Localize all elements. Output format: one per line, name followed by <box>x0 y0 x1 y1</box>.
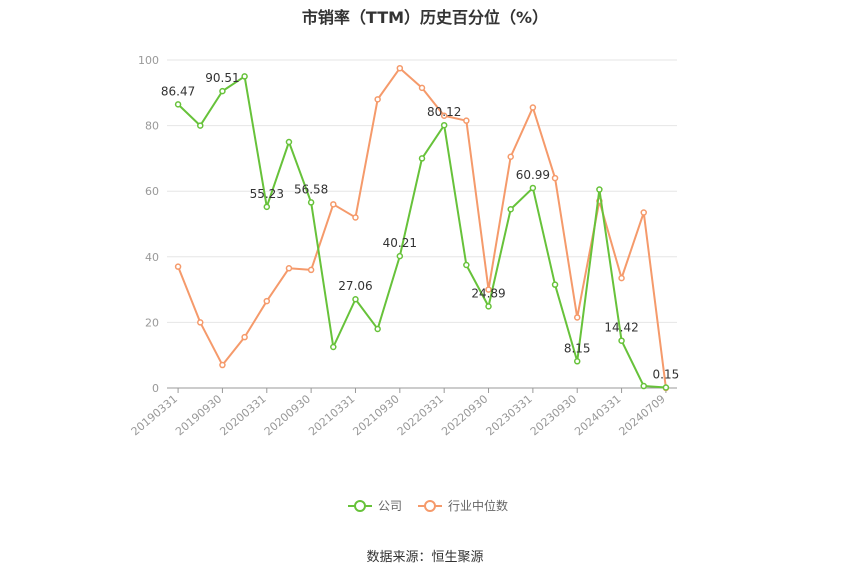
data-point <box>330 343 337 351</box>
data-point <box>263 203 271 211</box>
y-tick-label: 80 <box>145 120 159 133</box>
data-point <box>263 297 271 305</box>
y-tick-label: 0 <box>152 382 159 395</box>
data-point <box>507 153 514 161</box>
x-tick-label: 20210930 <box>350 392 401 438</box>
data-label: 55.23 <box>250 187 284 201</box>
data-label: 8.15 <box>564 341 591 355</box>
y-tick-label: 40 <box>145 251 159 264</box>
legend-marker-1 <box>424 500 436 512</box>
data-point <box>507 205 514 213</box>
x-tick-label: 20200930 <box>262 392 313 438</box>
data-point <box>219 87 226 95</box>
legend-label-0: 公司 <box>378 499 402 513</box>
y-tick-label: 60 <box>145 185 159 198</box>
data-label: 56.58 <box>294 182 328 196</box>
data-point <box>640 209 647 216</box>
x-tick-label: 20220331 <box>395 392 446 438</box>
y-tick-label: 20 <box>145 316 159 329</box>
data-point <box>374 96 381 103</box>
x-tick-label: 20210331 <box>306 392 357 438</box>
data-point <box>174 263 182 270</box>
data-point <box>485 286 492 293</box>
chart-title: 市销率（TTM）历史百分位（%） <box>301 8 549 27</box>
data-point <box>418 155 426 162</box>
legend-marker-0 <box>354 500 366 512</box>
data-point <box>307 199 315 206</box>
data-point <box>418 84 426 92</box>
data-point <box>618 274 625 282</box>
data-point <box>463 117 470 124</box>
x-tick-label: 20230930 <box>528 392 579 438</box>
data-point <box>352 214 359 221</box>
data-point <box>440 121 448 129</box>
data-label: 24.89 <box>471 286 505 300</box>
data-point <box>307 266 315 274</box>
data-point <box>352 295 359 303</box>
data-point <box>529 184 537 192</box>
legend-label-1: 行业中位数 <box>448 498 508 513</box>
data-point <box>640 382 647 390</box>
data-label: 80.12 <box>427 105 461 119</box>
data-label: 0.15 <box>653 368 680 382</box>
x-tick-label: 20240709 <box>617 392 668 438</box>
data-point <box>573 314 581 321</box>
data-point <box>219 361 226 369</box>
x-tick-label: 20230331 <box>484 392 535 438</box>
x-tick-label: 20190930 <box>173 392 224 438</box>
data-point <box>551 174 559 182</box>
data-point <box>330 201 337 208</box>
data-point <box>551 281 559 288</box>
data-label: 60.99 <box>516 168 550 182</box>
data-point <box>374 325 381 333</box>
data-label: 14.42 <box>604 321 638 335</box>
data-point <box>662 384 670 391</box>
data-label: 86.47 <box>161 84 195 98</box>
data-label: 90.51 <box>205 71 239 85</box>
data-point <box>440 112 448 120</box>
data-point <box>241 73 248 80</box>
data-point <box>241 333 248 341</box>
data-point <box>529 104 537 111</box>
data-point <box>197 122 204 129</box>
data-point <box>463 261 470 269</box>
x-tick-label: 20200331 <box>217 392 268 438</box>
data-point <box>573 358 581 365</box>
data-point <box>618 337 625 344</box>
data-label: 27.06 <box>338 279 372 293</box>
data-label: 40.21 <box>383 236 417 250</box>
source-note: 数据来源：恒生聚源 <box>366 550 484 565</box>
data-point <box>285 265 293 272</box>
data-point <box>396 252 404 260</box>
data-point <box>197 319 204 326</box>
data-point <box>174 101 182 108</box>
data-point <box>396 64 404 72</box>
data-point <box>596 186 603 193</box>
y-tick-label: 100 <box>138 54 159 67</box>
x-tick-label: 20240331 <box>572 392 623 438</box>
x-tick-label: 20190331 <box>129 392 180 438</box>
data-point <box>485 303 492 310</box>
x-tick-label: 20220930 <box>439 392 490 438</box>
data-point <box>285 138 293 146</box>
